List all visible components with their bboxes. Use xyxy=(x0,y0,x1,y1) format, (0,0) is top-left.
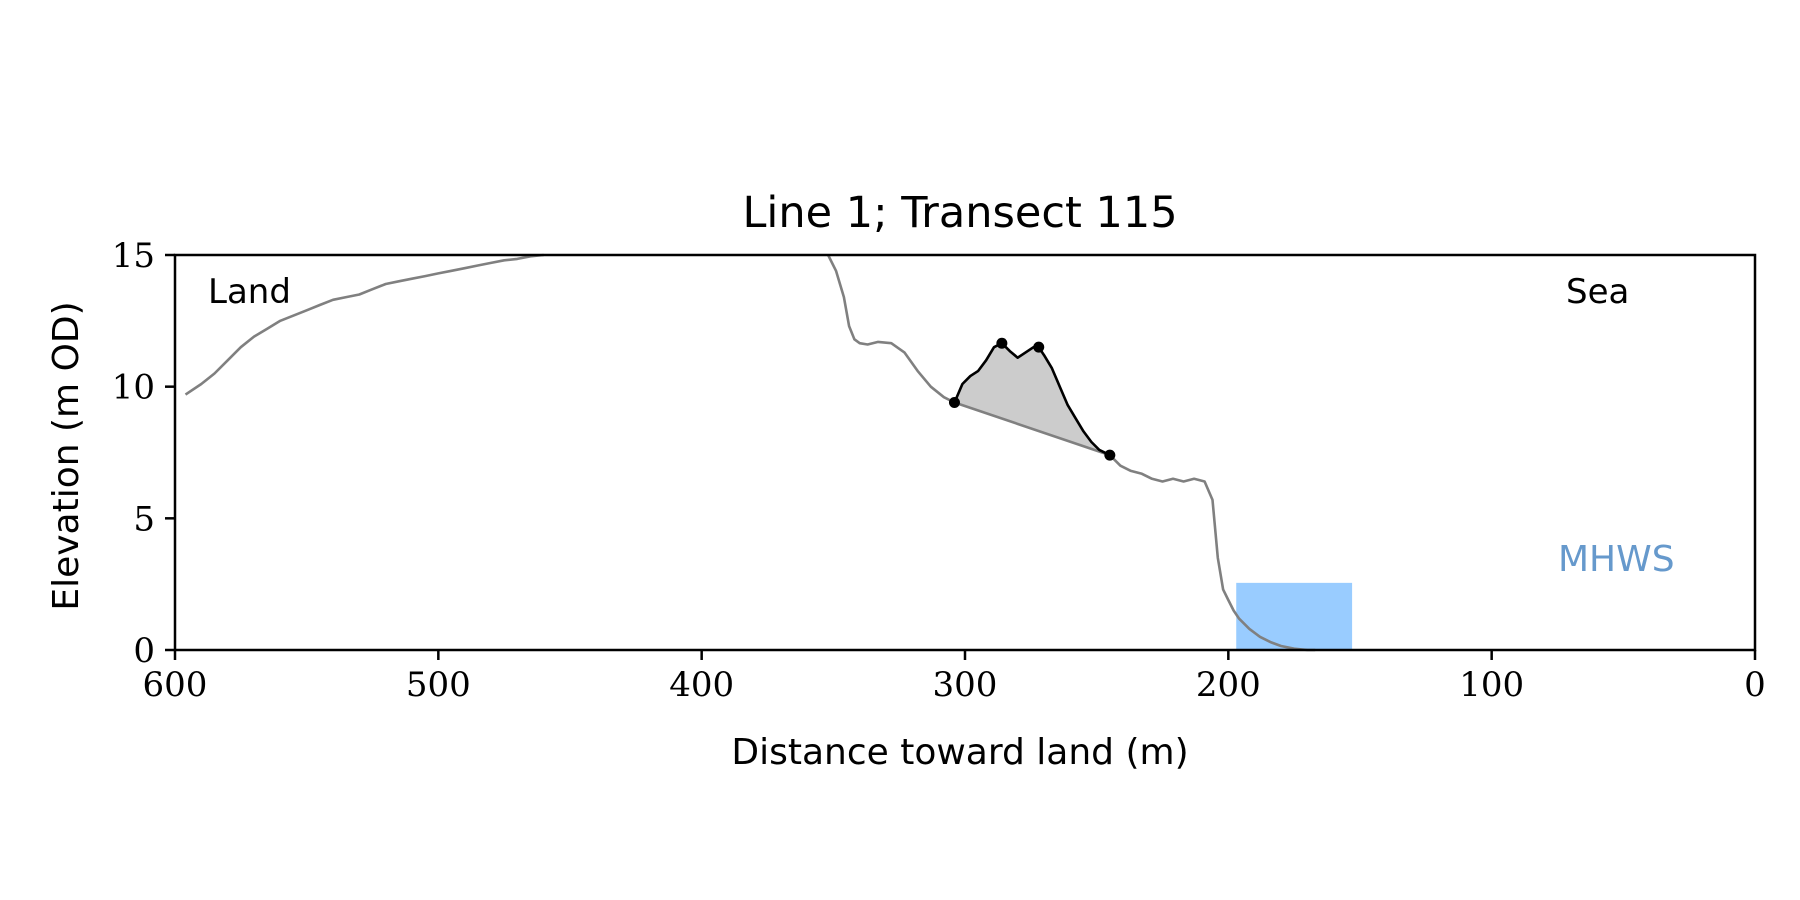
series-line-profile-seaward xyxy=(826,254,1316,652)
mhws-label: MHWS xyxy=(1558,539,1675,580)
series-line-profile-landward xyxy=(184,253,544,396)
plot-frame xyxy=(173,253,1757,652)
x-tick-label: 600 xyxy=(143,665,208,705)
y-tick-label: 10 xyxy=(112,368,155,408)
x-tick-label: 300 xyxy=(933,665,998,705)
x-tick-label: 200 xyxy=(1196,665,1261,705)
y-axis-label: Elevation (m OD) xyxy=(46,301,87,610)
land-label: Land xyxy=(208,272,291,312)
x-tick-label: 100 xyxy=(1459,665,1524,705)
y-tick-label: 0 xyxy=(133,631,155,671)
y-tick-label: 5 xyxy=(133,499,155,539)
x-tick-label: 0 xyxy=(1744,665,1766,705)
x-tick-label: 500 xyxy=(406,665,471,705)
mhws-area xyxy=(1236,582,1353,650)
plot-area xyxy=(184,253,1353,652)
dune-point xyxy=(948,396,960,408)
chart-title: Line 1; Transect 115 xyxy=(742,188,1177,238)
sea-label: Sea xyxy=(1566,272,1629,312)
dune-point xyxy=(996,337,1008,349)
dune-point xyxy=(1033,341,1045,353)
dune-area xyxy=(954,343,1110,456)
dune-point xyxy=(1104,449,1116,461)
x-tick-label: 400 xyxy=(669,665,734,705)
x-axis-label: Distance toward land (m) xyxy=(731,732,1188,773)
axes: 600 500 400 300 200 100 0 0 5 10 15 xyxy=(112,236,1766,705)
y-tick-label: 15 xyxy=(112,236,155,276)
